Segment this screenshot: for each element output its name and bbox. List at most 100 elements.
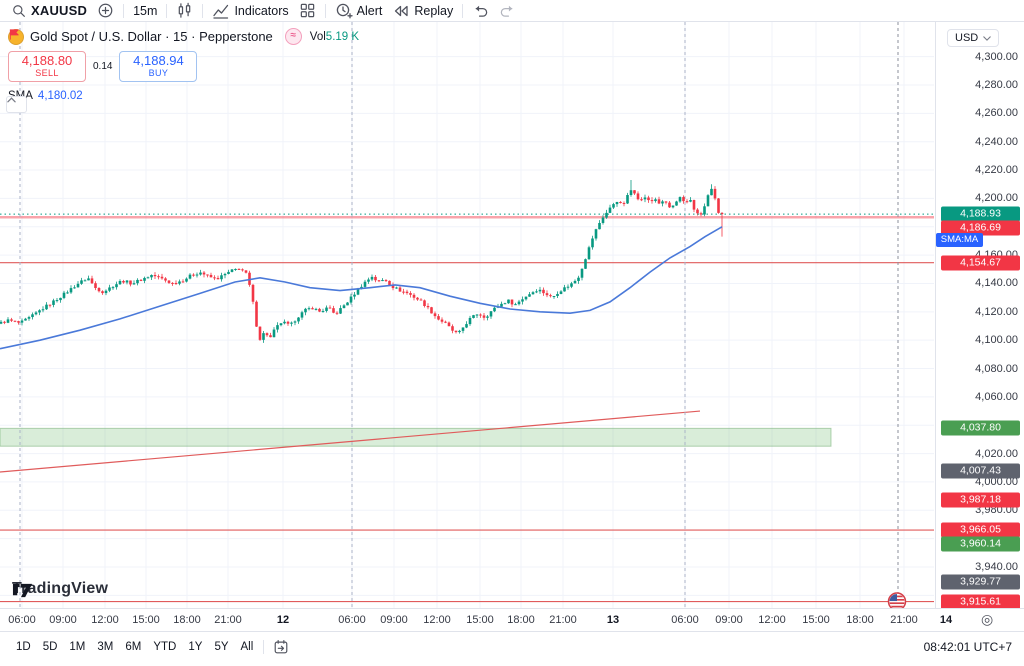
symbol-description[interactable]: Gold Spot / U.S. Dollar · 15 · Peppersto… (30, 29, 273, 44)
candle-body (111, 287, 115, 289)
range-button-5d[interactable]: 5D (42, 640, 58, 653)
price-tick-label: 4,220.00 (975, 164, 1018, 176)
candle-body (66, 292, 69, 294)
currency-label: USD (955, 32, 979, 44)
candle-body (678, 197, 682, 202)
buy-button[interactable]: 4,188.94 BUY (119, 51, 198, 82)
candle-body (657, 199, 661, 204)
price-badge[interactable]: 3,960.14 (941, 536, 1020, 552)
candle-body (31, 314, 34, 318)
range-button-all[interactable]: All (240, 640, 254, 653)
price-badge[interactable]: 4,154.67 (941, 255, 1020, 271)
range-button-ytd[interactable]: YTD (153, 640, 177, 653)
price-badge[interactable]: 3,987.18 (941, 492, 1020, 508)
candle-body (521, 299, 524, 302)
candle-body (451, 326, 454, 331)
candle-body (647, 197, 650, 201)
candle-body (52, 300, 55, 305)
volume-readout: Vol5.19 K (310, 31, 359, 43)
candle-body (262, 333, 265, 340)
sma-line[interactable] (0, 226, 723, 350)
candle-body (146, 277, 150, 279)
legend-title-row: Gold Spot / U.S. Dollar · 15 · Peppersto… (8, 28, 359, 45)
chart-style-button[interactable] (171, 1, 198, 21)
range-button-1y[interactable]: 1Y (188, 640, 203, 653)
candle-body (237, 268, 241, 270)
candle-body (20, 320, 24, 323)
candle-body (570, 283, 573, 287)
price-badge[interactable]: 4,186.69 (941, 220, 1020, 236)
candle-body (83, 280, 87, 282)
candle-body (629, 190, 633, 196)
interval-label: 15m (133, 3, 158, 18)
candle-body (626, 195, 629, 204)
candle-body (433, 313, 437, 317)
interval-button[interactable]: 15m (128, 1, 162, 21)
candle-body (223, 273, 227, 276)
alert-button[interactable]: Alert (330, 1, 388, 21)
watermark-text: TradingView (12, 580, 109, 597)
tradingview-watermark[interactable]: TradingView (12, 580, 108, 598)
time-label: 15:00 (802, 614, 830, 626)
price-badge[interactable]: 4,007.43 (941, 463, 1020, 479)
price-tick-label: 4,300.00 (975, 51, 1018, 63)
undo-button[interactable] (467, 1, 494, 21)
range-buttons: 1D 5D 1M 3M 6M YTD 1Y 5Y All (10, 639, 259, 655)
supply-demand-zone[interactable] (0, 427, 832, 447)
candle-body (447, 322, 451, 327)
candle-body (717, 198, 720, 213)
minds-icon[interactable]: ≈ (284, 28, 302, 45)
range-button-1m[interactable]: 1M (69, 640, 86, 653)
candle-body (241, 269, 244, 271)
layout-grid-button[interactable] (294, 1, 321, 21)
candle-body (339, 308, 342, 314)
time-axis[interactable]: 06:00 09:00 12:00 15:00 18:00 21:00 12 06:00 09:… (0, 608, 1024, 632)
candle-body (244, 270, 248, 273)
candle-body (283, 321, 286, 324)
candle-body (556, 293, 559, 296)
price-badge[interactable]: 4,188.93 (941, 206, 1020, 222)
candle-body (559, 291, 563, 294)
candle-body (482, 315, 486, 318)
toolbar-separator (166, 3, 168, 18)
candle-body (258, 326, 262, 340)
currency-selector[interactable]: USD (947, 29, 1000, 47)
candle-body (115, 284, 118, 288)
chart-pane[interactable]: Gold Spot / U.S. Dollar · 15 · Peppersto… (0, 22, 934, 608)
candle-body (458, 330, 461, 333)
time-label: 18:00 (173, 614, 201, 626)
candle-body (10, 319, 13, 321)
timezone-button[interactable]: ◎ (981, 611, 994, 627)
sell-button[interactable]: 4,188.80 SELL (8, 51, 86, 82)
clock-readout[interactable]: 08:42:01 UTC+7 (923, 639, 1012, 654)
price-badge[interactable]: 3,929.77 (941, 574, 1020, 590)
sma-legend-row[interactable]: SMA4,180.02 (8, 90, 359, 102)
sma-price-badge[interactable]: SMA:MA (936, 233, 983, 247)
legend-collapse-button[interactable] (6, 96, 27, 113)
price-axis[interactable]: USD 4,300.00 4,280.00 4,260.00 4,240.00 4,22… (935, 22, 1024, 610)
replay-button[interactable]: Replay (387, 1, 458, 21)
symbol-search-button[interactable]: XAUUSD (6, 1, 92, 21)
sell-label: SELL (35, 68, 59, 78)
candle-body (157, 276, 160, 278)
price-badge[interactable]: 3,915.61 (941, 594, 1020, 610)
price-badge[interactable]: 3,966.05 (941, 522, 1020, 538)
candle-body (489, 311, 493, 317)
compare-add-button[interactable] (92, 1, 119, 21)
candle-body (500, 303, 503, 307)
candle-body (542, 289, 545, 294)
redo-button[interactable] (494, 1, 521, 21)
range-button-3m[interactable]: 3M (97, 640, 114, 653)
trendline[interactable] (0, 410, 701, 473)
range-button-5y[interactable]: 5Y (214, 640, 229, 653)
time-label: 18:00 (507, 614, 535, 626)
go-to-date-button[interactable] (268, 637, 294, 657)
range-button-1d[interactable]: 1D (16, 640, 31, 653)
range-button-6m[interactable]: 6M (125, 640, 142, 653)
indicators-button[interactable]: Indicators (207, 1, 293, 21)
time-label: 15:00 (132, 614, 160, 626)
price-badge[interactable]: 4,037.80 (941, 420, 1020, 436)
spread-value: 0.14 (93, 61, 113, 72)
candle-body (76, 283, 80, 288)
